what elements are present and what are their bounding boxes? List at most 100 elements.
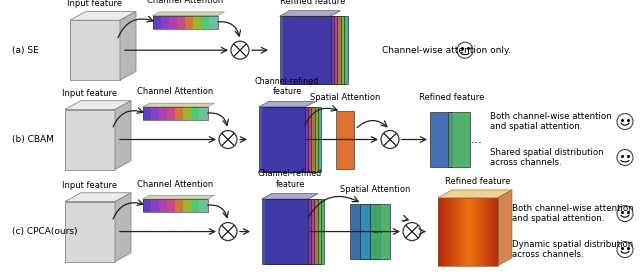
Polygon shape bbox=[290, 16, 340, 84]
Polygon shape bbox=[280, 16, 330, 84]
Text: ...: ... bbox=[471, 133, 483, 146]
Polygon shape bbox=[498, 190, 512, 266]
Polygon shape bbox=[200, 199, 207, 212]
Polygon shape bbox=[115, 193, 131, 262]
Polygon shape bbox=[191, 199, 200, 212]
Polygon shape bbox=[438, 198, 440, 266]
Text: Spatial Attention: Spatial Attention bbox=[310, 93, 380, 102]
Polygon shape bbox=[265, 199, 311, 264]
Polygon shape bbox=[271, 199, 317, 264]
Polygon shape bbox=[448, 198, 451, 266]
Text: Dynamic spatial distribution
across channels.: Dynamic spatial distribution across chan… bbox=[512, 240, 633, 259]
Polygon shape bbox=[448, 112, 470, 167]
Polygon shape bbox=[70, 20, 120, 80]
Polygon shape bbox=[486, 198, 488, 266]
Text: Input feature: Input feature bbox=[63, 88, 118, 97]
Text: Refined feature: Refined feature bbox=[445, 177, 511, 186]
Polygon shape bbox=[460, 198, 463, 266]
Polygon shape bbox=[430, 112, 452, 167]
Polygon shape bbox=[283, 16, 334, 84]
Polygon shape bbox=[65, 101, 131, 109]
Text: Input feature: Input feature bbox=[67, 0, 123, 8]
Polygon shape bbox=[143, 195, 214, 199]
Polygon shape bbox=[143, 107, 150, 120]
Polygon shape bbox=[454, 198, 456, 266]
Polygon shape bbox=[193, 16, 201, 29]
Polygon shape bbox=[167, 199, 175, 212]
Polygon shape bbox=[470, 198, 472, 266]
Polygon shape bbox=[200, 107, 207, 120]
Polygon shape bbox=[175, 199, 183, 212]
Polygon shape bbox=[350, 204, 370, 259]
Text: Channel Attention: Channel Attention bbox=[137, 180, 213, 189]
Text: Both channel-wise attention
and spatial attention.: Both channel-wise attention and spatial … bbox=[490, 112, 612, 131]
Polygon shape bbox=[150, 107, 159, 120]
Polygon shape bbox=[70, 11, 136, 20]
Polygon shape bbox=[152, 12, 225, 16]
Polygon shape bbox=[293, 16, 344, 84]
Text: (c) CPCA(ours): (c) CPCA(ours) bbox=[12, 227, 77, 236]
Text: Channel Attention: Channel Attention bbox=[147, 0, 223, 5]
Polygon shape bbox=[468, 198, 470, 266]
Polygon shape bbox=[466, 198, 468, 266]
Polygon shape bbox=[259, 102, 316, 107]
Polygon shape bbox=[458, 198, 461, 266]
Text: Refined feature: Refined feature bbox=[419, 93, 484, 102]
Polygon shape bbox=[462, 198, 465, 266]
Polygon shape bbox=[65, 193, 131, 201]
Polygon shape bbox=[262, 199, 308, 264]
Polygon shape bbox=[277, 199, 324, 264]
Polygon shape bbox=[209, 16, 218, 29]
Polygon shape bbox=[120, 11, 136, 80]
Text: Shared spatial distribution
across channels.: Shared spatial distribution across chann… bbox=[490, 148, 604, 167]
Polygon shape bbox=[280, 11, 340, 16]
Polygon shape bbox=[474, 198, 477, 266]
Polygon shape bbox=[262, 194, 318, 199]
Polygon shape bbox=[175, 107, 183, 120]
Polygon shape bbox=[440, 198, 442, 266]
Text: Channel-wise attention only.: Channel-wise attention only. bbox=[382, 46, 511, 55]
Polygon shape bbox=[490, 198, 493, 266]
Polygon shape bbox=[185, 16, 193, 29]
Polygon shape bbox=[183, 199, 191, 212]
Polygon shape bbox=[65, 109, 115, 170]
Polygon shape bbox=[286, 16, 337, 84]
Polygon shape bbox=[143, 103, 214, 107]
Text: Channel-refined
feature: Channel-refined feature bbox=[255, 77, 319, 97]
Polygon shape bbox=[152, 16, 161, 29]
Polygon shape bbox=[496, 198, 499, 266]
Polygon shape bbox=[274, 199, 321, 264]
Polygon shape bbox=[159, 199, 167, 212]
Text: Input feature: Input feature bbox=[63, 181, 118, 189]
Polygon shape bbox=[370, 204, 390, 259]
Polygon shape bbox=[452, 198, 454, 266]
Polygon shape bbox=[446, 198, 449, 266]
Polygon shape bbox=[201, 16, 209, 29]
Text: (a) SE: (a) SE bbox=[12, 46, 39, 55]
Polygon shape bbox=[484, 198, 486, 266]
Text: Channel Attention: Channel Attention bbox=[137, 88, 213, 97]
Polygon shape bbox=[450, 198, 452, 266]
Text: ...: ... bbox=[372, 225, 383, 235]
Text: Channel-refined
feature: Channel-refined feature bbox=[258, 169, 322, 189]
Polygon shape bbox=[65, 201, 115, 262]
Polygon shape bbox=[464, 198, 467, 266]
Polygon shape bbox=[476, 198, 479, 266]
Polygon shape bbox=[268, 199, 314, 264]
Polygon shape bbox=[191, 107, 200, 120]
Polygon shape bbox=[444, 198, 447, 266]
Polygon shape bbox=[143, 199, 150, 212]
Polygon shape bbox=[336, 110, 354, 169]
Polygon shape bbox=[296, 16, 348, 84]
Polygon shape bbox=[482, 198, 484, 266]
Text: (b) CBAM: (b) CBAM bbox=[12, 135, 54, 144]
Text: Refined feature: Refined feature bbox=[280, 0, 346, 6]
Polygon shape bbox=[480, 198, 483, 266]
Polygon shape bbox=[265, 107, 312, 172]
Polygon shape bbox=[167, 107, 175, 120]
Polygon shape bbox=[360, 204, 380, 259]
Polygon shape bbox=[183, 107, 191, 120]
Polygon shape bbox=[494, 198, 497, 266]
Polygon shape bbox=[161, 16, 169, 29]
Polygon shape bbox=[271, 107, 317, 172]
